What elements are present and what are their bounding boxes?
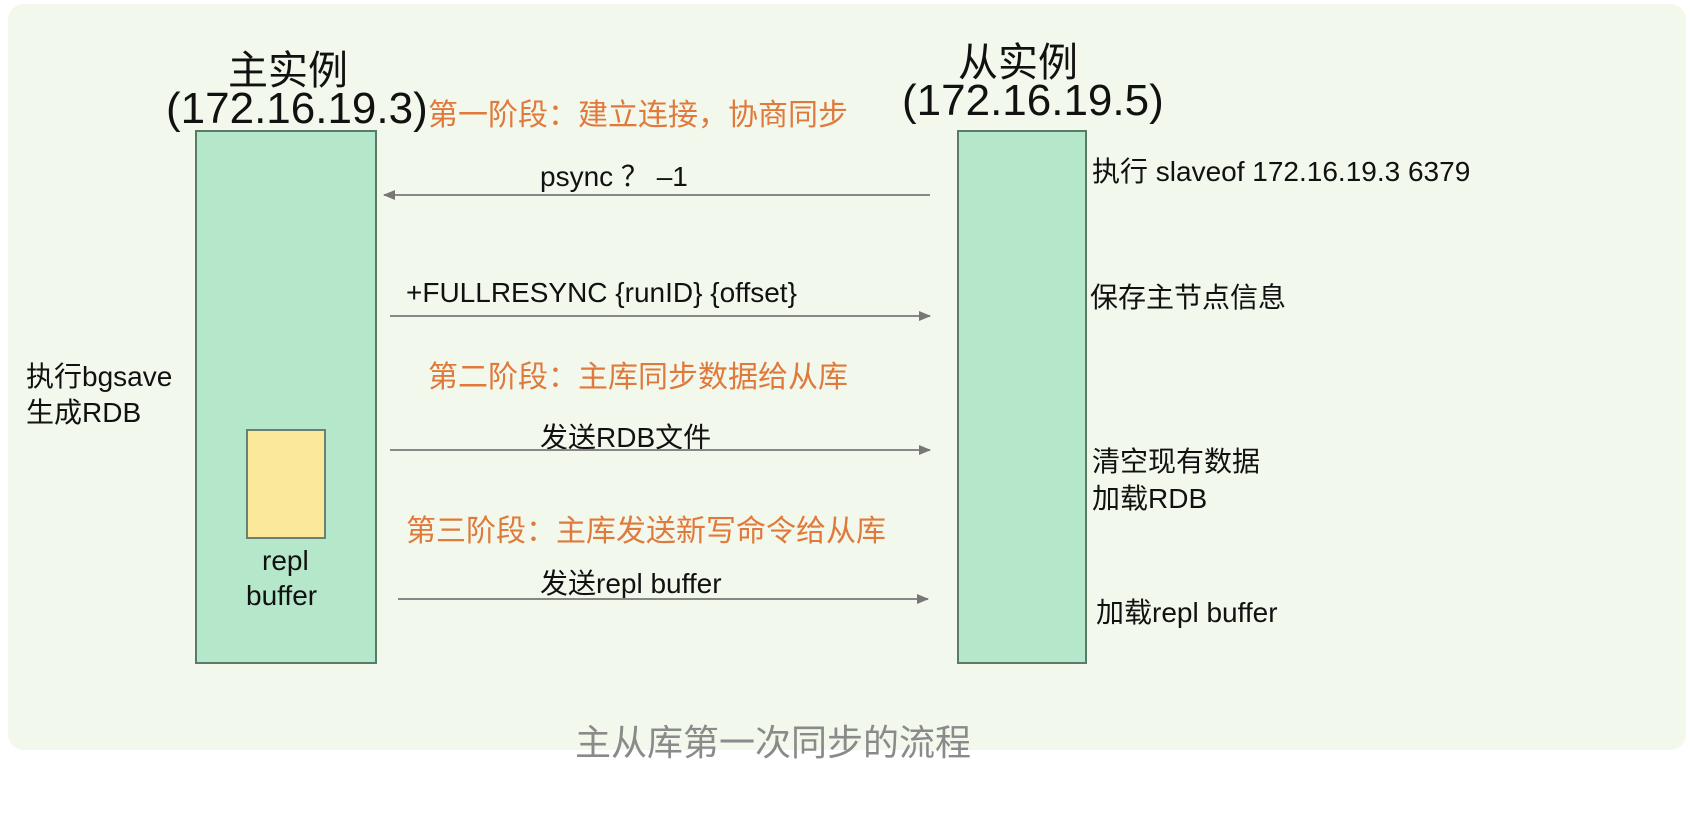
msg-send-rdb: 发送RDB文件 xyxy=(540,422,712,453)
msg-fullresync: +FULLRESYNC {runID} {offset} xyxy=(406,277,797,308)
master-bgsave-line2: 生成RDB xyxy=(26,397,142,428)
repl-buffer-label-line1: repl xyxy=(262,545,309,576)
master-lifeline xyxy=(195,130,377,664)
phase1-label: 第一阶段：建立连接，协商同步 xyxy=(428,99,848,132)
master-bgsave-line1: 执行bgsave xyxy=(26,361,173,392)
slave-title: 从实例 xyxy=(958,41,1078,85)
slave-load-rdb: 加载RDB xyxy=(1092,483,1208,514)
phase3-label: 第三阶段：主库发送新写命令给从库 xyxy=(406,515,886,548)
master-ip: (172.16.19.3) xyxy=(166,84,428,133)
slave-save-info: 保存主节点信息 xyxy=(1090,282,1287,313)
slave-load-buffer: 加载repl buffer xyxy=(1096,597,1278,628)
phase2-label: 第二阶段：主库同步数据给从库 xyxy=(428,361,848,394)
repl-buffer-label-line2: buffer xyxy=(246,580,318,611)
master-title: 主实例 xyxy=(228,49,348,93)
msg-send-buffer: 发送repl buffer xyxy=(540,568,722,599)
msg-psync: psync ？ –1 xyxy=(540,161,688,192)
slave-lifeline xyxy=(957,130,1087,664)
slave-ip: (172.16.19.5) xyxy=(902,76,1164,125)
repl-buffer-box xyxy=(246,429,326,539)
slave-clear-data: 清空现有数据 xyxy=(1092,446,1261,477)
figure-caption: 主从库第一次同步的流程 xyxy=(575,722,972,763)
slave-slaveof: 执行 slaveof 172.16.19.3 6379 xyxy=(1092,156,1471,187)
